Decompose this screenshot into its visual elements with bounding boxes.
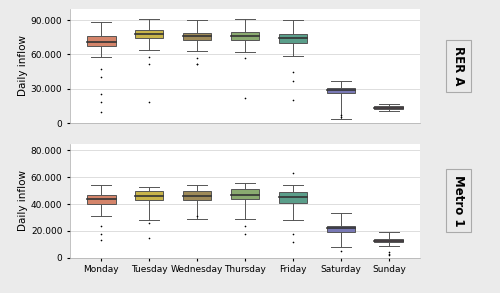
Text: Metro 1: Metro 1 bbox=[452, 175, 466, 226]
Bar bbox=[278, 192, 308, 203]
Y-axis label: Daily inflow: Daily inflow bbox=[18, 170, 28, 231]
Bar bbox=[134, 191, 164, 200]
Bar bbox=[230, 32, 260, 40]
Bar bbox=[87, 195, 116, 204]
Bar bbox=[182, 191, 212, 200]
Bar bbox=[134, 30, 164, 38]
Bar bbox=[326, 226, 356, 232]
Text: RER A: RER A bbox=[452, 46, 466, 86]
Bar bbox=[278, 34, 308, 43]
Bar bbox=[374, 239, 403, 242]
Bar bbox=[230, 189, 260, 199]
Y-axis label: Daily inflow: Daily inflow bbox=[18, 35, 28, 96]
Bar bbox=[326, 88, 356, 93]
Bar bbox=[374, 106, 403, 109]
Bar bbox=[87, 36, 116, 47]
Bar bbox=[182, 33, 212, 40]
